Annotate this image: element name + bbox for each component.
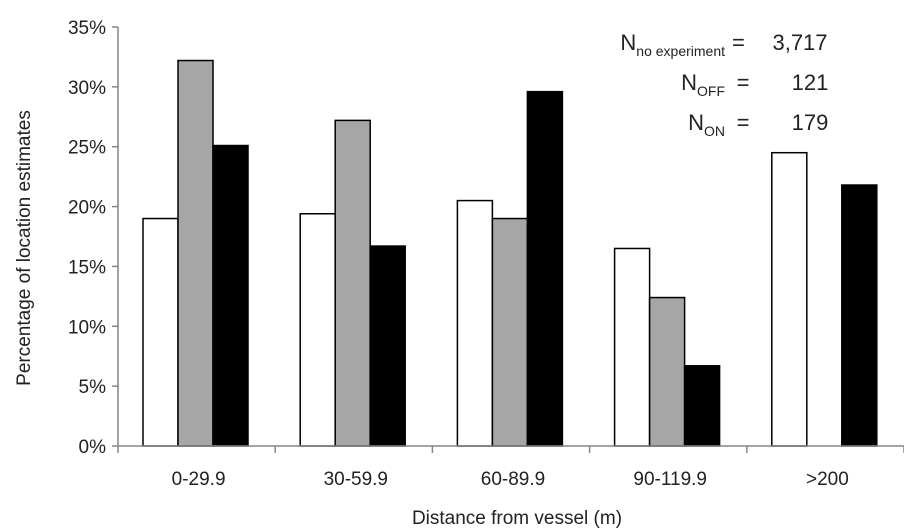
sample-size-annotations: Nno experiment = 3,717 NOFF = 121 NON = … xyxy=(620,30,828,139)
y-tick-label: 30% xyxy=(68,78,106,99)
annotation-no-experiment-label: Nno experiment xyxy=(620,30,725,59)
bar-no_experiment xyxy=(771,151,808,447)
y-axis-ticks: 0% 5% 10% 15% 20% 25% 30% 35% xyxy=(68,18,118,458)
y-axis-title: Percentage of location estimates xyxy=(14,110,35,386)
x-axis-title: Distance from vessel (m) xyxy=(412,508,622,529)
annotation-off-value: 121 xyxy=(792,70,829,95)
bar-on xyxy=(369,245,406,447)
bar-off xyxy=(648,296,686,447)
bar-off xyxy=(491,217,529,447)
y-tick-label: 35% xyxy=(68,18,106,39)
y-tick-label: 10% xyxy=(68,317,106,338)
x-axis-ticks: 0-29.9 30-59.9 60-89.9 90-119.9 >200 xyxy=(117,446,904,490)
y-tick-label: 15% xyxy=(68,257,106,278)
bar-no_experiment xyxy=(613,247,651,447)
bar-on xyxy=(212,144,249,447)
bar-off xyxy=(177,59,214,447)
annotation-on-label: NON xyxy=(688,110,725,139)
bar-on xyxy=(526,90,564,447)
annotation-on-eq: = xyxy=(737,110,750,135)
x-tick-label: 0-29.9 xyxy=(172,469,226,490)
bar-on xyxy=(683,365,721,447)
x-tick-label: 30-59.9 xyxy=(324,469,388,490)
bars xyxy=(142,59,878,447)
bar-no_experiment xyxy=(142,217,179,447)
annotation-no-experiment-value: 3,717 xyxy=(772,30,827,55)
y-tick-label: 0% xyxy=(79,437,107,458)
y-tick-label: 5% xyxy=(79,377,107,398)
x-tick-label: >200 xyxy=(806,469,849,490)
annotation-no-experiment-eq: = xyxy=(732,30,745,55)
annotation-off-label: NOFF xyxy=(681,70,725,99)
bar-on xyxy=(841,184,878,447)
bar-off xyxy=(334,119,371,447)
annotation-on-value: 179 xyxy=(792,110,829,135)
y-tick-label: 20% xyxy=(68,198,106,219)
bar-no_experiment xyxy=(299,213,336,447)
bar-no_experiment xyxy=(456,199,494,447)
annotation-off-eq: = xyxy=(737,70,750,95)
y-tick-label: 25% xyxy=(68,138,106,159)
x-tick-label: 60-89.9 xyxy=(481,469,545,490)
x-tick-label: 90-119.9 xyxy=(633,469,707,490)
